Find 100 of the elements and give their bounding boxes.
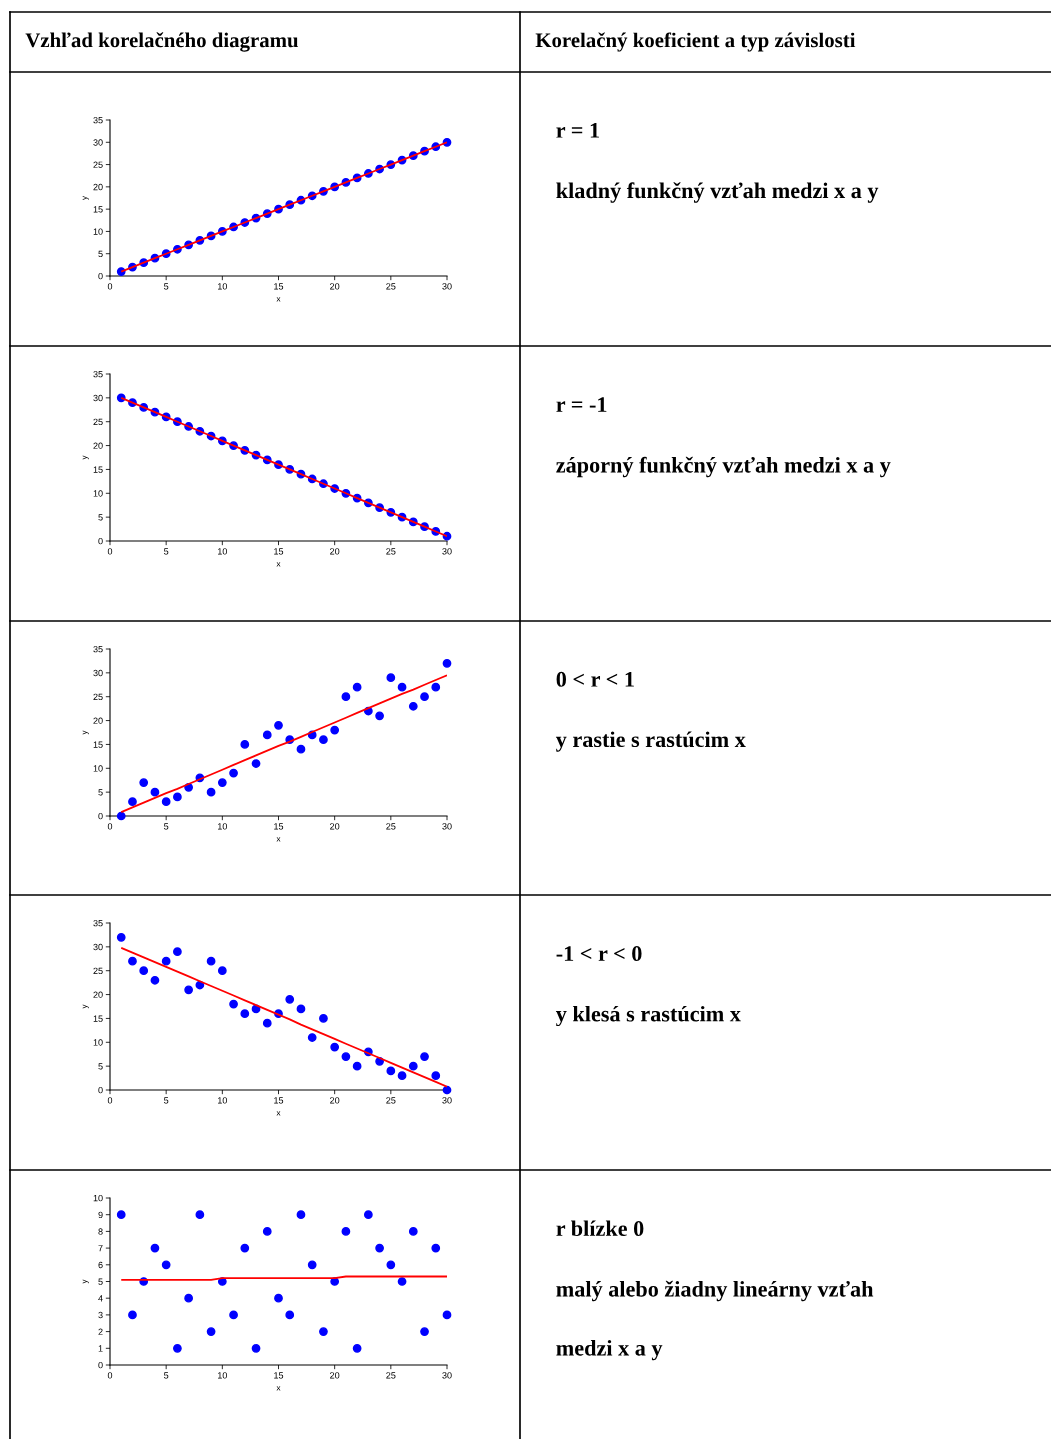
point <box>173 1343 182 1353</box>
y-tick-label: 20 <box>93 717 103 724</box>
y-tick-label: 0 <box>98 812 103 820</box>
point <box>128 1310 137 1320</box>
point <box>240 740 250 749</box>
text: medzi x a y <box>556 1340 663 1361</box>
y-tick-label: 0 <box>98 1361 103 1369</box>
point <box>229 1310 238 1320</box>
point <box>341 1052 351 1061</box>
y-tick-label: 8 <box>98 1228 103 1235</box>
y-axis-title: y <box>82 195 89 201</box>
x-tick-label: 15 <box>274 283 284 290</box>
x-tick-label: 20 <box>330 823 340 830</box>
y-tick-label: 5 <box>98 1063 103 1070</box>
x-axis-title: x <box>276 1386 281 1391</box>
y-tick-label: 9 <box>98 1211 103 1219</box>
point <box>150 975 160 985</box>
x-tick-label: 10 <box>218 283 227 290</box>
point <box>262 1018 272 1028</box>
point <box>240 1243 250 1253</box>
point <box>319 1014 328 1023</box>
x-tick-label: 15 <box>274 823 284 830</box>
y-axis-title: y <box>82 1279 89 1284</box>
y-tick-label: 20 <box>93 991 103 998</box>
x-tick-label: 0 <box>107 1372 113 1379</box>
y-tick-label: 2 <box>98 1328 103 1335</box>
x-tick-label: 0 <box>107 1097 113 1104</box>
point <box>397 1071 407 1081</box>
point <box>375 1243 384 1253</box>
text: Vzhľad korelačného diagramu <box>25 32 299 52</box>
y-tick-label: 20 <box>93 183 103 191</box>
x-tick-label: 30 <box>442 283 452 290</box>
x-tick-label: 0 <box>107 823 113 830</box>
point <box>251 1343 261 1353</box>
point <box>184 1293 194 1303</box>
y-tick-label: 3 <box>98 1311 103 1319</box>
point <box>341 1227 351 1236</box>
point <box>262 730 272 740</box>
x-tick-label: 30 <box>442 548 452 555</box>
x-tick-label: 20 <box>330 548 340 555</box>
x-tick-label: 10 <box>218 1372 227 1379</box>
point <box>161 797 171 807</box>
y-tick-label: 15 <box>93 466 103 473</box>
x-tick-label: 30 <box>442 1372 452 1379</box>
point <box>229 999 238 1009</box>
text: r = -1 <box>556 397 607 412</box>
point <box>408 701 418 711</box>
point <box>206 787 216 797</box>
point <box>363 1210 373 1220</box>
point <box>184 985 194 995</box>
point <box>420 692 429 702</box>
y-tick-label: 35 <box>93 370 103 378</box>
y-tick-label: 6 <box>98 1261 103 1269</box>
point <box>341 692 351 702</box>
text: y klesá s rastúcim x <box>555 1005 741 1027</box>
point <box>352 1061 362 1071</box>
point <box>296 1210 306 1220</box>
point <box>397 682 407 692</box>
point <box>442 1085 452 1095</box>
point <box>442 658 452 668</box>
point <box>330 1042 340 1052</box>
y-tick-label: 35 <box>93 116 103 124</box>
point <box>397 1277 407 1286</box>
x-tick-label: 5 <box>164 823 169 830</box>
x-tick-label: 20 <box>330 283 340 290</box>
point <box>352 682 362 692</box>
point <box>251 759 261 768</box>
point <box>274 720 283 730</box>
point <box>161 956 171 966</box>
y-tick-label: 10 <box>93 490 103 497</box>
y-tick-label: 30 <box>93 394 103 402</box>
point <box>420 1327 429 1336</box>
point <box>431 1071 441 1081</box>
point <box>442 1310 452 1320</box>
y-tick-label: 10 <box>93 1039 103 1046</box>
point <box>128 956 137 966</box>
point <box>128 797 137 807</box>
y-tick-label: 1 <box>98 1345 103 1352</box>
y-tick-label: 30 <box>93 669 103 677</box>
point <box>375 711 384 721</box>
point <box>150 1243 160 1253</box>
y-tick-label: 0 <box>98 272 103 280</box>
y-tick-label: 5 <box>98 514 103 521</box>
point <box>161 1260 171 1270</box>
point <box>217 778 227 787</box>
y-tick-label: 15 <box>93 206 103 213</box>
point <box>352 1343 362 1353</box>
x-tick-label: 5 <box>164 1372 169 1379</box>
y-tick-label: 35 <box>93 919 103 927</box>
x-tick-label: 25 <box>386 1097 396 1104</box>
point <box>139 778 149 787</box>
text: r = 1 <box>556 122 599 138</box>
x-tick-label: 0 <box>107 548 113 555</box>
x-tick-label: 20 <box>330 1372 340 1379</box>
point <box>262 1227 272 1236</box>
point <box>139 966 149 976</box>
x-tick-label: 30 <box>442 823 452 830</box>
text: -1 < r < 0 <box>556 946 642 962</box>
text: r blízke 0 <box>556 1220 644 1237</box>
point <box>217 966 227 976</box>
